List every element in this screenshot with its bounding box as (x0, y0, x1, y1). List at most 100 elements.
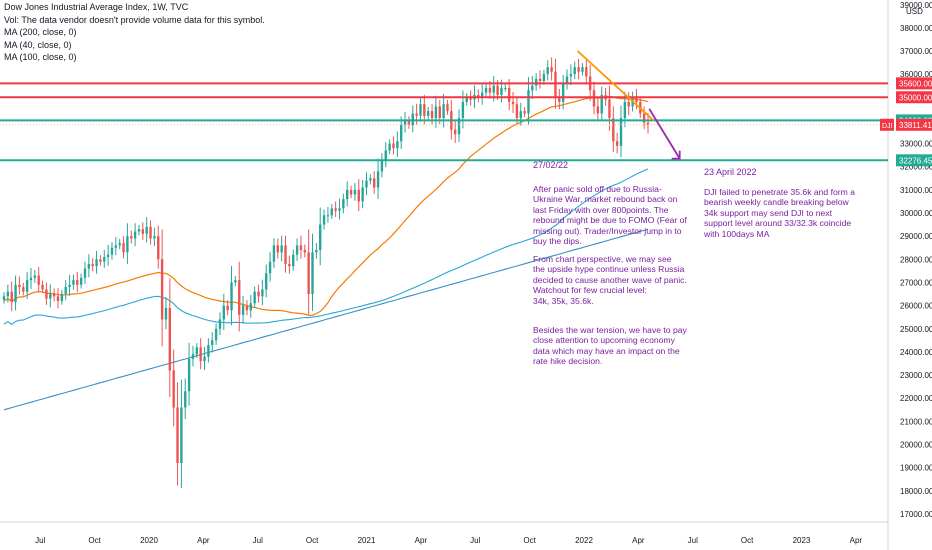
candle-body (400, 125, 403, 142)
candle-body (153, 236, 156, 239)
legend-title[interactable]: Dow Jones Industrial Average Index, 1W, … (4, 2, 189, 12)
candle-body (365, 180, 368, 188)
annotation-note-1a[interactable]: After panic sold off due to Russia- Ukra… (533, 184, 687, 247)
candle-body (612, 118, 615, 142)
candle-body (373, 178, 376, 188)
candle-body (322, 215, 326, 225)
downtrend-line (576, 50, 655, 122)
price-tick-label: 30000.00 (900, 209, 932, 218)
annotation-note-1c[interactable]: Besides the war tension, we have to pay … (533, 325, 687, 367)
candle-body (573, 67, 576, 75)
price-axis[interactable]: 38000.00 37000.00 36000.00 33000.00 32000.00… (900, 1, 932, 519)
annotation-note-2[interactable]: DJI failed to penetrate 35.6k and form a… (704, 187, 855, 239)
candle-body (211, 340, 214, 345)
candle-body (149, 226, 152, 239)
candle-body (484, 87, 488, 93)
candle-body (392, 143, 395, 149)
candle-body (180, 407, 183, 464)
candle-body (199, 347, 202, 362)
candle-body (29, 277, 33, 281)
candle-body (311, 252, 314, 295)
level-tag-label-3: 32276.45 (899, 156, 932, 165)
candle-body (303, 250, 306, 253)
candle-body (218, 319, 222, 329)
time-tick-label: Apr (632, 536, 645, 545)
time-axis[interactable]: Jul Oct 2020 Apr Jul Oct 2021 Apr Jul Oct 2022 Apr J… (35, 536, 862, 545)
candle-body (581, 67, 584, 72)
candle-body (326, 215, 330, 217)
candle-body (222, 305, 226, 320)
candle-body (550, 67, 553, 72)
candle-body (164, 307, 168, 320)
candle-body (114, 245, 118, 248)
legend-ma40[interactable]: MA (40, close, 0) (4, 39, 72, 50)
candle-body (41, 284, 44, 290)
candle-body (25, 280, 29, 292)
price-tick-label: 24000.00 (900, 348, 932, 357)
candle-body (268, 261, 272, 274)
candle-body (523, 111, 526, 114)
time-tick-label: Jul (253, 536, 263, 545)
candle-body (492, 85, 495, 93)
candle-body (76, 280, 79, 285)
candle-body (507, 87, 511, 102)
candle-body (438, 106, 441, 119)
candle-body (411, 113, 414, 126)
candle-body (519, 111, 522, 119)
candle-body (214, 328, 218, 341)
moving-averages (3, 95, 649, 411)
price-tick-label: 19000.00 (900, 464, 932, 473)
candle-body (334, 208, 337, 211)
candle-body (130, 236, 133, 239)
price-tick-label: 22000.00 (900, 394, 932, 403)
candle-body (241, 305, 245, 315)
time-tick-label: Oct (306, 536, 319, 545)
candle-body (623, 101, 627, 119)
chart-legend: Dow Jones Industrial Average Index, 1W, … (4, 1, 265, 64)
candle-body (477, 94, 480, 98)
candle-body (542, 74, 546, 82)
candle-body (585, 67, 588, 77)
candle-body (249, 303, 252, 311)
candle-body (64, 287, 67, 295)
candle-body (261, 289, 264, 297)
time-tick-label: Jul (470, 536, 480, 545)
candle-body (79, 277, 83, 285)
ma100-line (3, 168, 649, 326)
candle-body (6, 291, 10, 297)
level-tag-label-1: 35000.00 (899, 93, 932, 102)
price-tick-label: 28000.00 (900, 255, 932, 264)
candle-body (461, 101, 465, 119)
time-tick-label: Oct (741, 536, 754, 545)
candle-body (434, 106, 438, 119)
candle-body (376, 171, 380, 188)
candle-body (342, 199, 345, 209)
candle-body (465, 97, 468, 102)
candle-body (538, 78, 542, 82)
candle-body (280, 245, 283, 253)
candle-body (430, 111, 434, 119)
candle-body (646, 122, 650, 125)
price-tick-label: 33000.00 (900, 140, 932, 149)
candle-body (126, 236, 129, 253)
price-tags: 35600.0035000.0034000.0032276.45DJI33811… (880, 77, 932, 167)
price-tick-label: 17000.00 (900, 510, 932, 519)
candle-body (608, 99, 611, 119)
level-tag-label-0: 35600.00 (899, 79, 932, 88)
annotation-date-1[interactable]: 27/02/22 (533, 160, 569, 170)
candle-body (18, 284, 21, 288)
candle-body (95, 259, 98, 267)
candle-body (558, 97, 561, 102)
candle-body (33, 275, 37, 278)
time-tick-label: 2022 (575, 536, 593, 545)
legend-volume[interactable]: Vol: The data vendor doesn't provide vol… (4, 14, 265, 25)
price-tick-label: 32000.00 (900, 163, 932, 172)
annotation-note-1b[interactable]: From chart perspective, we may see the u… (533, 254, 687, 306)
candle-body (577, 67, 580, 72)
legend-ma100[interactable]: MA (100, close, 0) (4, 52, 77, 62)
annotation-date-2[interactable]: 23 April 2022 (704, 167, 757, 177)
candle-body (110, 247, 114, 255)
legend-ma200[interactable]: MA (200, close, 0) (4, 27, 77, 37)
candle-body (330, 208, 333, 216)
